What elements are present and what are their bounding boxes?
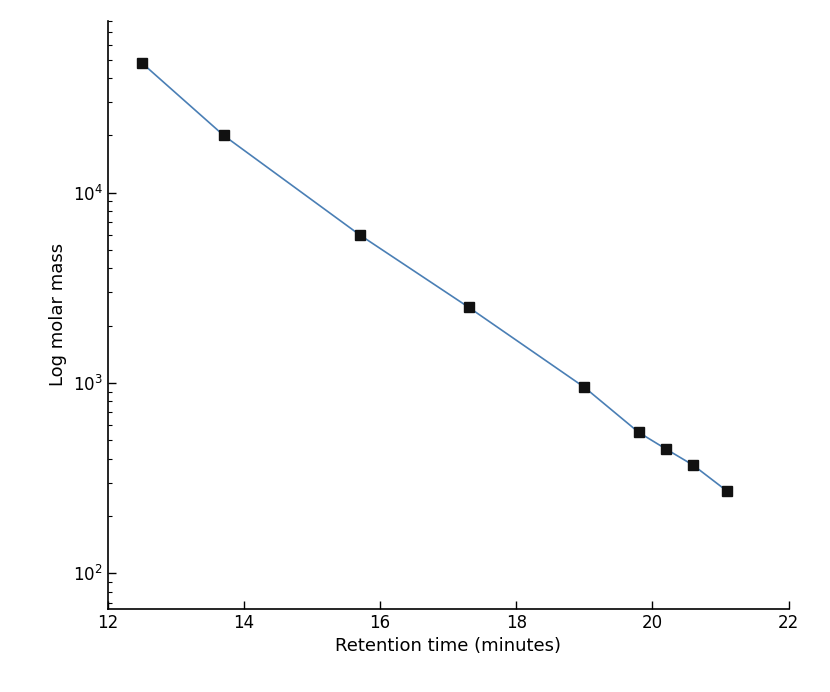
X-axis label: Retention time (minutes): Retention time (minutes) bbox=[335, 637, 561, 655]
Y-axis label: Log molar mass: Log molar mass bbox=[50, 244, 67, 386]
